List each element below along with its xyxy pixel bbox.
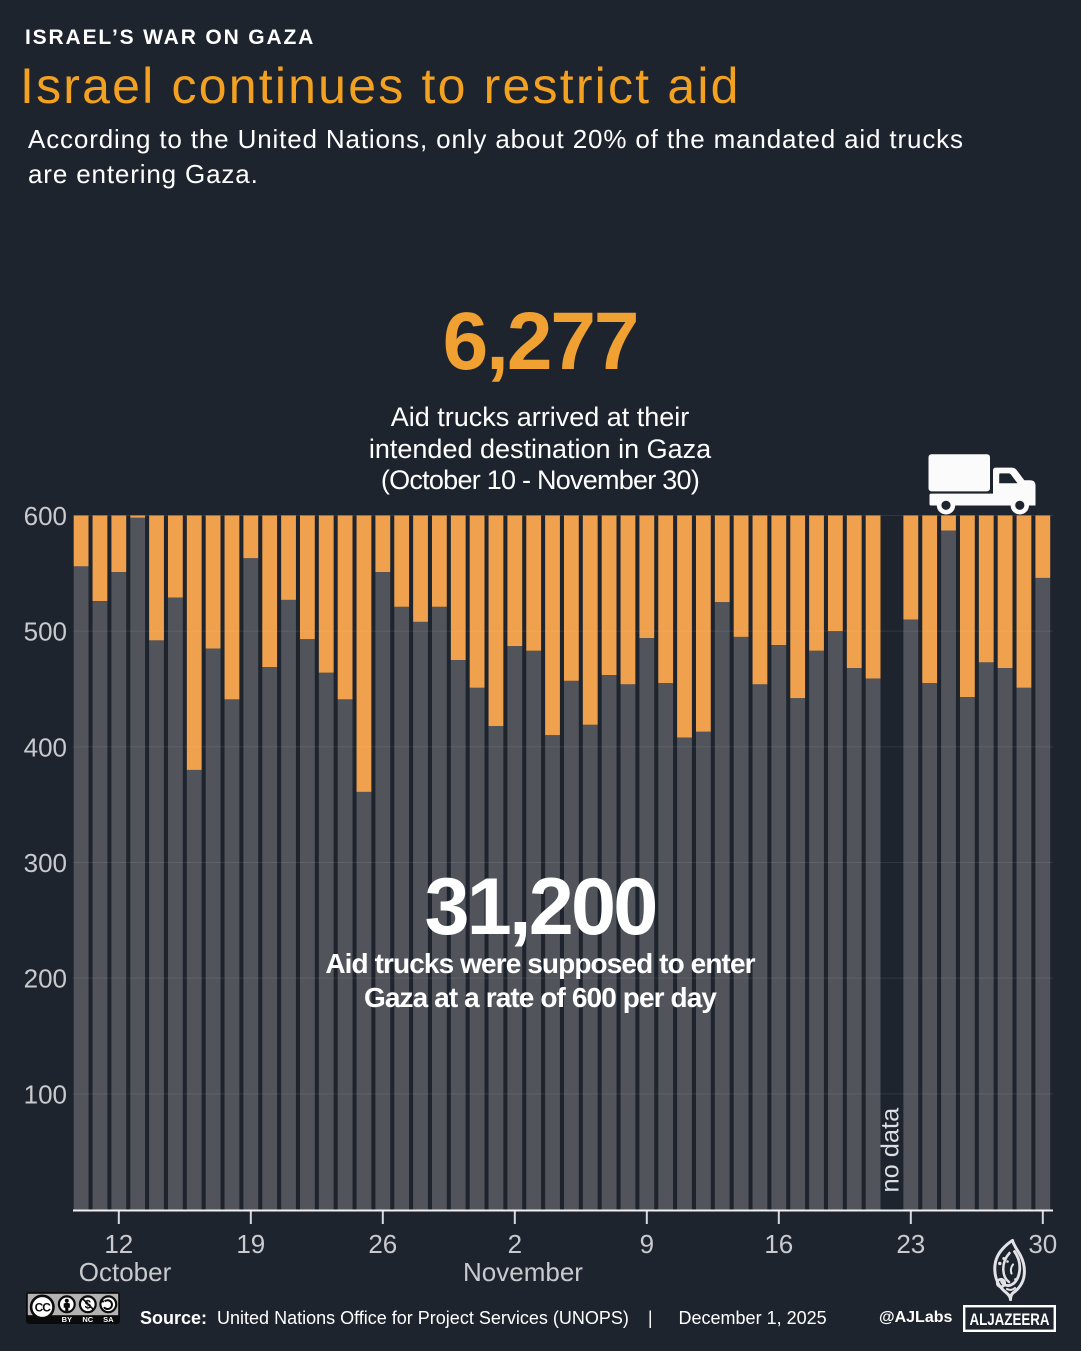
svg-text:500: 500 — [24, 617, 67, 647]
svg-text:BY: BY — [61, 1315, 71, 1324]
svg-text:16: 16 — [764, 1229, 793, 1259]
svg-text:CC: CC — [34, 1300, 51, 1314]
svg-text:600: 600 — [24, 501, 67, 531]
svg-text:November: November — [463, 1257, 583, 1287]
svg-text:October: October — [79, 1257, 172, 1287]
svg-text:SA: SA — [103, 1315, 114, 1324]
svg-text:9: 9 — [640, 1229, 654, 1259]
svg-text:300: 300 — [24, 848, 67, 878]
svg-text:12: 12 — [104, 1229, 133, 1259]
svg-text:$: $ — [84, 1300, 91, 1312]
svg-text:30: 30 — [1028, 1229, 1057, 1259]
svg-text:200: 200 — [24, 964, 67, 994]
svg-text:NC: NC — [82, 1315, 93, 1324]
svg-text:19: 19 — [236, 1229, 265, 1259]
svg-text:ALJAZEERA: ALJAZEERA — [969, 1310, 1049, 1329]
svg-text:no data: no data — [877, 1107, 905, 1193]
svg-text:2: 2 — [508, 1229, 522, 1259]
svg-text:400: 400 — [24, 732, 67, 762]
svg-text:23: 23 — [896, 1229, 925, 1259]
svg-text:26: 26 — [368, 1229, 397, 1259]
svg-text:100: 100 — [24, 1079, 67, 1109]
